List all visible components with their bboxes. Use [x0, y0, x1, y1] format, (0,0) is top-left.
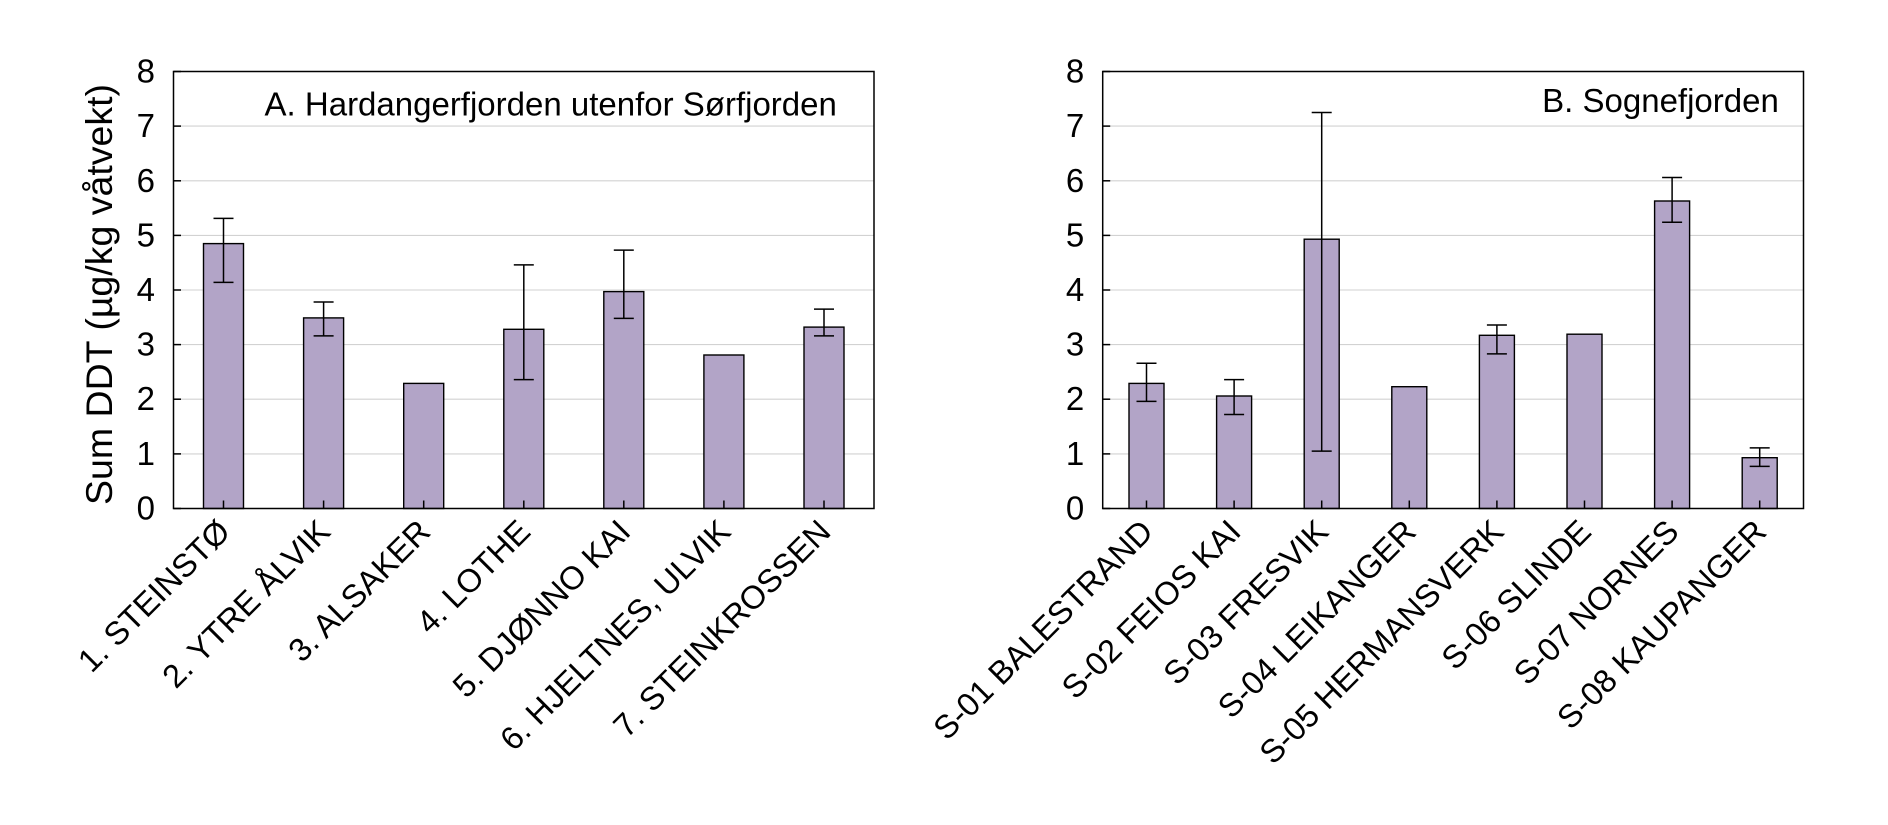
svg-text:3: 3	[1066, 326, 1084, 363]
svg-text:6: 6	[1066, 162, 1084, 199]
svg-text:1: 1	[1066, 435, 1084, 472]
svg-text:5: 5	[1066, 216, 1084, 253]
svg-text:Sum DDT (µg/kg våtvekt): Sum DDT (µg/kg våtvekt)	[78, 84, 120, 505]
svg-text:2: 2	[137, 380, 155, 417]
svg-text:1: 1	[137, 435, 155, 472]
svg-text:7: 7	[137, 107, 155, 144]
svg-text:8: 8	[1066, 53, 1084, 90]
svg-text:2: 2	[1066, 380, 1084, 417]
svg-text:A. Hardangerfjorden utenfor Sø: A. Hardangerfjorden utenfor Sørfjorden	[265, 86, 837, 123]
svg-text:5: 5	[137, 216, 155, 253]
svg-text:6: 6	[137, 162, 155, 199]
svg-text:7: 7	[1066, 107, 1084, 144]
svg-text:B. Sognefjorden: B. Sognefjorden	[1542, 82, 1779, 119]
svg-text:8: 8	[137, 53, 155, 90]
svg-text:4: 4	[137, 271, 155, 308]
svg-text:4: 4	[1066, 271, 1084, 308]
svg-text:0: 0	[137, 490, 155, 527]
svg-text:0: 0	[1066, 490, 1084, 527]
svg-text:3: 3	[137, 326, 155, 363]
